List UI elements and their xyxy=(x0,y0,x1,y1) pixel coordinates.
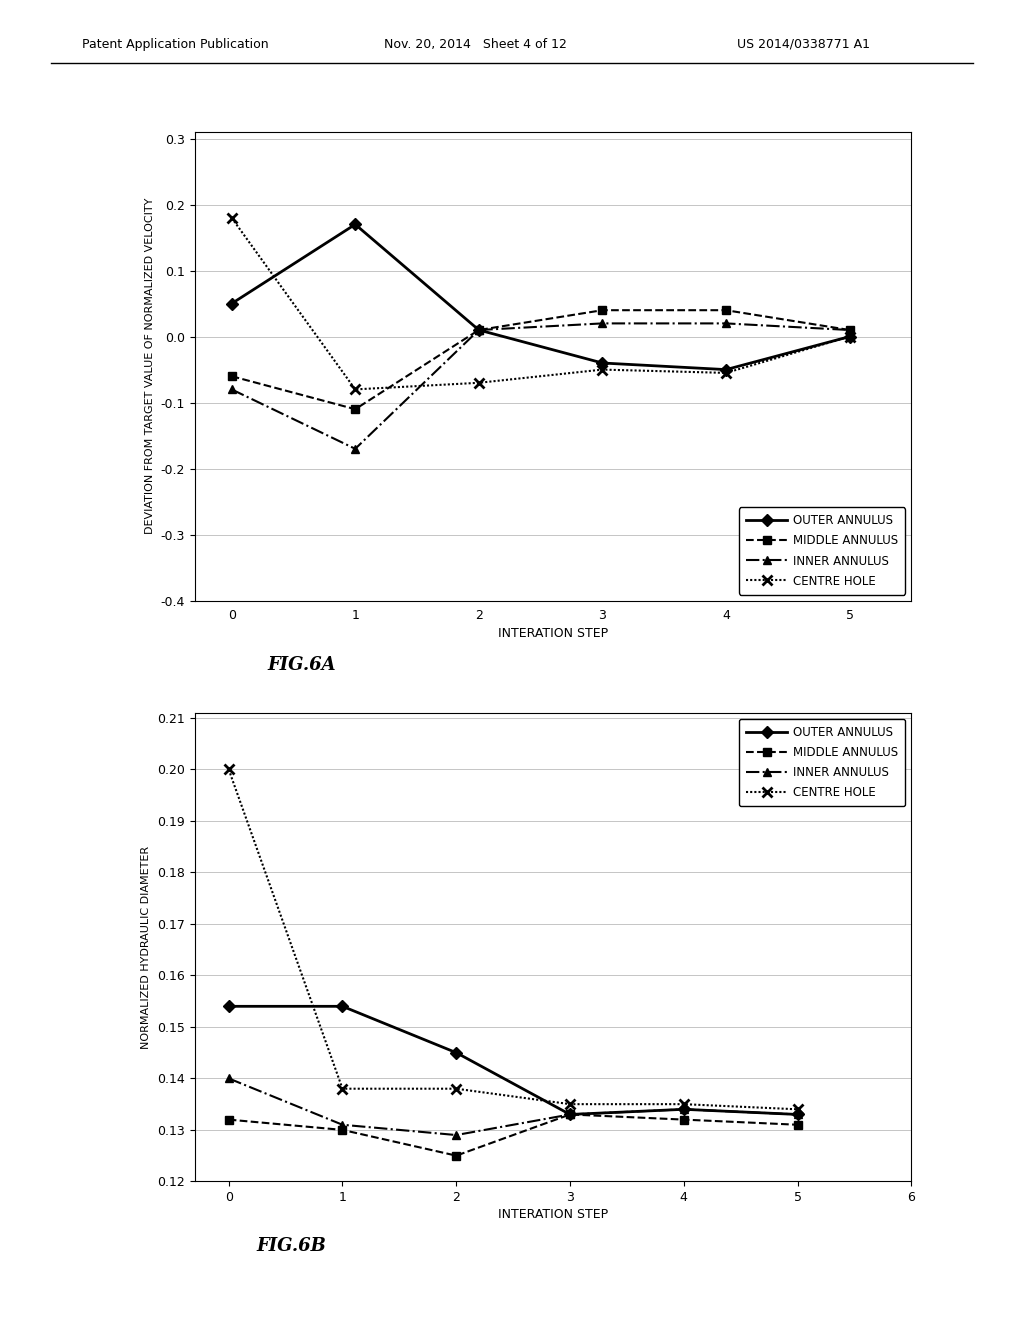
Y-axis label: NORMALIZED HYDRAULIC DIAMETER: NORMALIZED HYDRAULIC DIAMETER xyxy=(141,846,152,1048)
Text: 2: 2 xyxy=(475,609,482,622)
Text: INTERATION STEP: INTERATION STEP xyxy=(498,627,608,640)
Text: INTERATION STEP: INTERATION STEP xyxy=(498,1208,608,1221)
Text: Nov. 20, 2014   Sheet 4 of 12: Nov. 20, 2014 Sheet 4 of 12 xyxy=(384,37,567,50)
Text: 3: 3 xyxy=(598,609,606,622)
Text: 0: 0 xyxy=(227,609,236,622)
Text: 1: 1 xyxy=(351,609,359,622)
Legend: OUTER ANNULUS, MIDDLE ANNULUS, INNER ANNULUS, CENTRE HOLE: OUTER ANNULUS, MIDDLE ANNULUS, INNER ANN… xyxy=(739,718,905,807)
Y-axis label: DEVIATION FROM TARGET VALUE OF NORMALIZED VELOCITY: DEVIATION FROM TARGET VALUE OF NORMALIZE… xyxy=(145,198,155,535)
Text: US 2014/0338771 A1: US 2014/0338771 A1 xyxy=(737,37,870,50)
Text: FIG.6B: FIG.6B xyxy=(257,1237,327,1255)
Legend: OUTER ANNULUS, MIDDLE ANNULUS, INNER ANNULUS, CENTRE HOLE: OUTER ANNULUS, MIDDLE ANNULUS, INNER ANN… xyxy=(739,507,905,595)
Text: FIG.6A: FIG.6A xyxy=(267,656,337,675)
Text: 5: 5 xyxy=(846,609,854,622)
Text: 4: 4 xyxy=(722,609,730,622)
Text: Patent Application Publication: Patent Application Publication xyxy=(82,37,268,50)
